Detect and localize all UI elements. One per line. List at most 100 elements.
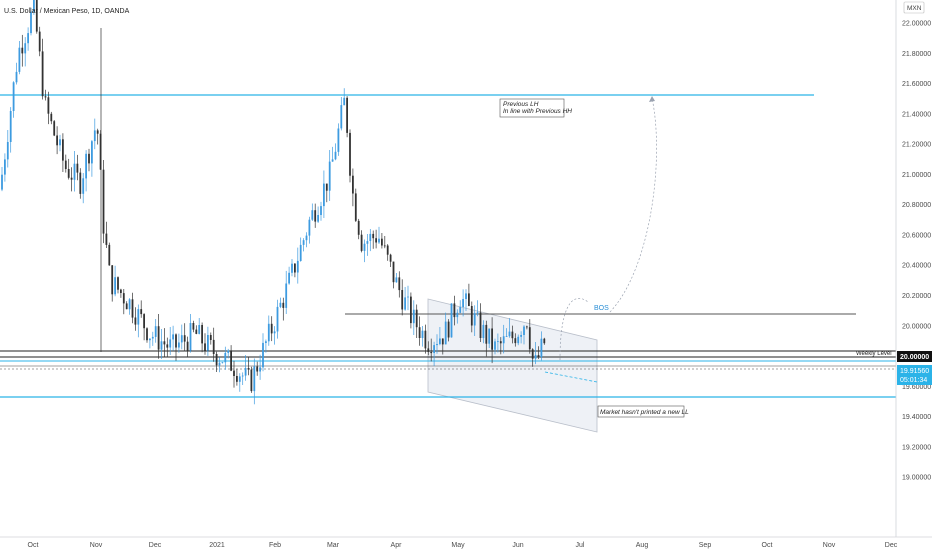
price-tick-label: 19.00000 <box>902 475 931 482</box>
time-tick-label: Dec <box>149 542 162 549</box>
candle-down <box>79 172 82 194</box>
candle-up <box>494 341 496 350</box>
time-axis[interactable]: Oct Nov Dec 2021 Feb Mar Apr May Jun Jul Aug Sep Oct… <box>28 542 898 549</box>
candle-down <box>67 169 70 178</box>
candle-down <box>314 210 317 222</box>
candle-up <box>433 345 435 353</box>
candle-up <box>267 323 270 342</box>
price-tick-label: 21.20000 <box>902 142 931 149</box>
time-tick-label: 2021 <box>209 542 225 549</box>
price-tick-label: 21.40000 <box>902 111 931 118</box>
candle-down <box>479 312 482 338</box>
candle-up <box>1 174 3 190</box>
candle-down <box>389 254 392 262</box>
time-tick-label: May <box>451 542 465 549</box>
candle-up <box>241 375 244 377</box>
candle-down <box>526 326 528 328</box>
candle-up <box>328 161 331 191</box>
candle-up <box>33 0 35 12</box>
candle-down <box>424 330 427 349</box>
time-tick-label: Jul <box>576 542 585 549</box>
candle-down <box>282 302 285 308</box>
time-tick-label: Oct <box>762 542 773 549</box>
candle-up <box>320 206 322 215</box>
candle-up <box>85 153 87 179</box>
price-tick-label: 20.60000 <box>902 233 931 240</box>
chart-title: U.S. Dollar / Mexican Peso, 1D, OANDA <box>4 8 130 15</box>
candle-up <box>91 141 93 164</box>
candle-down <box>131 299 134 318</box>
candle-down <box>499 341 502 344</box>
candle-down <box>117 277 119 290</box>
previous-lh-label-box <box>499 98 565 118</box>
candle-up <box>137 309 140 325</box>
candle-up <box>520 335 522 337</box>
candle-up <box>238 376 241 382</box>
candle-down <box>44 96 47 98</box>
candle-down <box>53 121 56 136</box>
price-tick-label: 20.20000 <box>902 293 931 300</box>
time-tick-label: Aug <box>636 542 649 549</box>
candle-up <box>337 128 340 152</box>
weekly-level-label: Weekly Level <box>856 351 892 357</box>
candle-down <box>418 327 421 338</box>
price-axis[interactable]: 22.00000 21.80000 21.60000 21.40000 21.20000… <box>902 21 931 482</box>
candle-down <box>175 334 177 348</box>
candle-down <box>250 369 253 392</box>
new-ll-label-box <box>597 405 685 418</box>
candle-up <box>497 341 499 342</box>
candle-down <box>352 175 354 194</box>
candle-up <box>534 355 537 359</box>
candle-down <box>62 139 64 161</box>
candle-up <box>218 362 221 366</box>
candle-down <box>427 348 430 352</box>
candle-up <box>189 323 192 351</box>
candle-down <box>99 133 102 170</box>
candle-up <box>160 341 163 350</box>
candle-down <box>430 352 433 354</box>
countdown-text: 05:01:34 <box>900 377 927 384</box>
candle-down <box>186 341 189 351</box>
candle-up <box>180 335 183 343</box>
candle-up <box>363 243 366 251</box>
candle-down <box>163 341 166 345</box>
candle-down <box>47 97 50 114</box>
candle-up <box>198 325 201 334</box>
bos-arrow <box>559 298 589 361</box>
candle-up <box>444 321 447 345</box>
candle-down <box>120 289 122 293</box>
candle-up <box>59 139 61 146</box>
candle-down <box>357 220 360 235</box>
candle-down <box>375 238 377 243</box>
candle-down <box>485 324 488 344</box>
candle-up <box>334 151 337 160</box>
candle-down <box>212 339 215 354</box>
candle-down <box>233 370 235 376</box>
candle-up <box>279 302 282 307</box>
candle-up <box>523 326 525 335</box>
candle-up <box>412 309 415 324</box>
price-tick-label: 21.60000 <box>902 81 931 88</box>
candles <box>1 0 546 405</box>
candle-down <box>247 368 250 370</box>
candle-down <box>531 349 534 359</box>
candle-up <box>151 336 154 339</box>
candle-up <box>149 338 151 341</box>
candle-up <box>508 331 511 337</box>
candle-up <box>343 97 346 106</box>
currency-badge[interactable] <box>903 1 925 14</box>
candle-up <box>128 299 131 310</box>
candle-down <box>230 350 232 371</box>
candle-up <box>421 330 424 338</box>
candle-up <box>407 296 409 298</box>
candle-down <box>108 244 111 266</box>
candle-down <box>537 355 540 358</box>
candle-down <box>453 303 456 318</box>
candle-down <box>415 309 418 328</box>
candle-down <box>183 335 186 342</box>
candle-down <box>201 325 203 344</box>
candle-down <box>256 366 259 372</box>
target-arrow <box>609 97 657 313</box>
candle-up <box>82 178 85 194</box>
